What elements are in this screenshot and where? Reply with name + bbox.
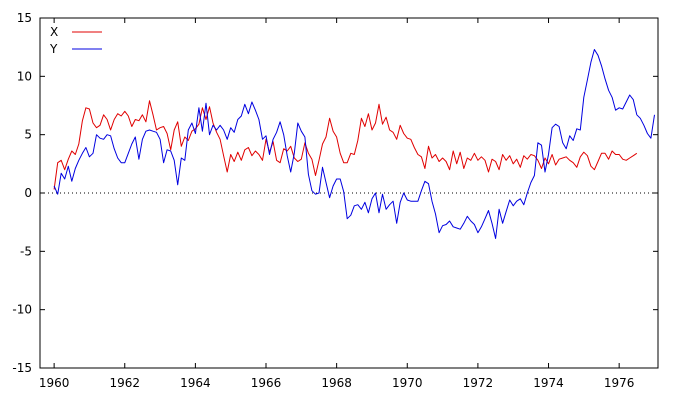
series-line-x	[53, 100, 638, 190]
x-tick-label: 1974	[533, 376, 564, 390]
x-tick-label: 1968	[321, 376, 352, 390]
y-tick-label: 5	[24, 128, 32, 142]
y-tick-label: 0	[24, 186, 32, 200]
series-line-y	[53, 49, 655, 239]
x-tick-label: 1964	[180, 376, 211, 390]
y-tick-label: -5	[20, 244, 32, 258]
x-tick-label: 1976	[604, 376, 635, 390]
y-tick-label: 10	[17, 69, 32, 83]
x-tick-label: 1960	[39, 376, 70, 390]
y-tick-label: -15	[12, 361, 32, 375]
x-tick-label: 1970	[392, 376, 423, 390]
y-tick-label: -10	[12, 303, 32, 317]
y-tick-label: 15	[17, 11, 32, 25]
x-tick-label: 1972	[463, 376, 494, 390]
x-tick-label: 1966	[251, 376, 282, 390]
legend-label-x: X	[50, 25, 58, 39]
legend-label-y: Y	[49, 42, 58, 56]
x-tick-label: 1962	[109, 376, 140, 390]
